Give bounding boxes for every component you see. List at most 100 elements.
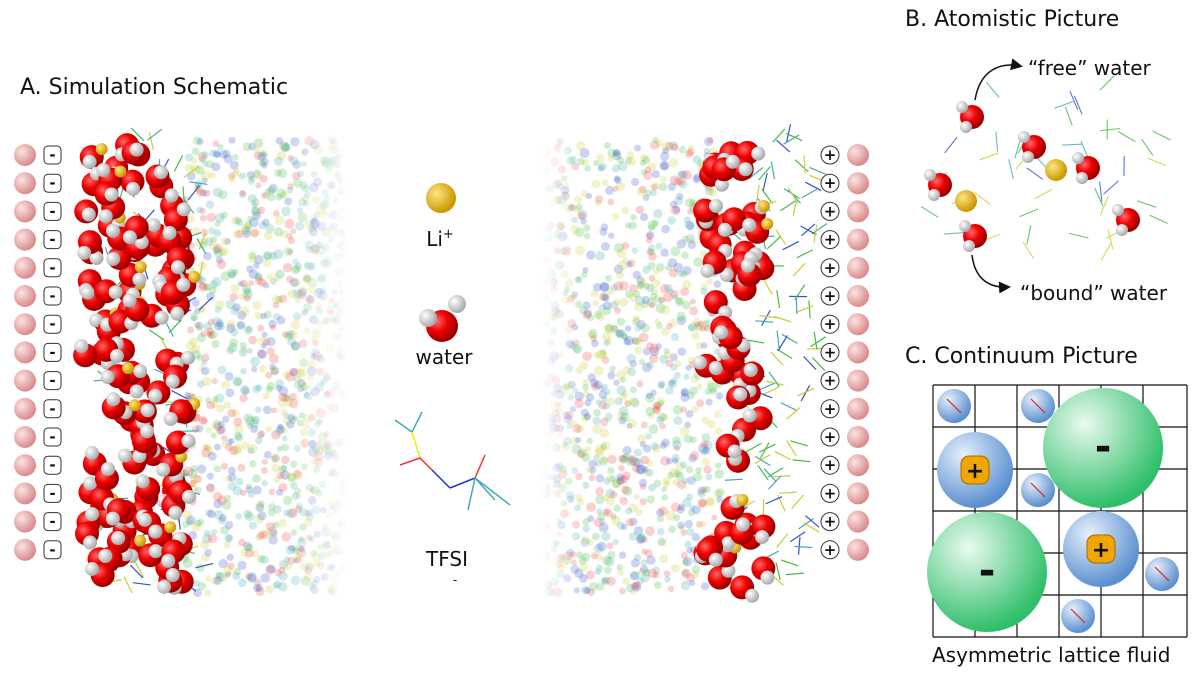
bulk-atom [269, 364, 275, 370]
tfsi-stick [758, 383, 775, 390]
anion-sign: - [979, 548, 996, 594]
bulk-atom [258, 206, 266, 214]
bulk-atom [626, 354, 636, 364]
bulk-atom [705, 399, 712, 406]
electrode-sign: - [49, 231, 55, 249]
bulk-atom [634, 324, 641, 331]
bulk-atom [661, 494, 668, 501]
bulk-atom [275, 193, 282, 200]
tfsi-stick [758, 465, 768, 480]
bulk-atom [673, 263, 683, 273]
bulk-atom [629, 284, 637, 292]
bulk-atom [202, 377, 212, 387]
bulk-atom [659, 506, 668, 515]
bulk-atom [659, 182, 668, 191]
hydrogen [1076, 172, 1088, 184]
tfsi-stick [786, 573, 804, 575]
bulk-atom [204, 530, 211, 537]
bulk-atom [617, 385, 627, 395]
tfsi-stick [795, 160, 808, 172]
tfsi-stick [771, 352, 783, 365]
bulk-atom [623, 446, 632, 455]
bulk-atom [594, 366, 604, 376]
bulk-atom [208, 452, 217, 461]
bulk-atom [205, 427, 212, 434]
electrode-atom [14, 539, 36, 561]
electrode-atom [14, 426, 36, 448]
bulk-atom [204, 590, 211, 597]
bulk-atom [237, 464, 245, 472]
bulk-atom [592, 180, 601, 189]
bulk-atom [247, 348, 253, 354]
bulk-atom [212, 162, 221, 171]
bulk-atom [696, 342, 703, 349]
bulk-atom [191, 522, 201, 532]
bulk-atom [248, 491, 255, 498]
bulk-atom [242, 388, 249, 395]
hydrogen [182, 434, 196, 448]
bulk-atom [270, 325, 276, 331]
bulk-atom [187, 326, 194, 333]
electrode-atom [847, 370, 869, 392]
electrode-sign: + [824, 315, 837, 333]
bulk-atom [596, 474, 605, 483]
tfsi-stick [777, 290, 780, 308]
tfsi-stick [1150, 215, 1168, 223]
hydrogen [130, 143, 144, 157]
tfsi-stick [768, 476, 780, 489]
tfsi-stick [165, 321, 173, 337]
hydrogen [148, 525, 162, 539]
tfsi-stick [801, 224, 814, 236]
bulk-atom [269, 489, 275, 495]
bulk-atom [584, 233, 590, 239]
bulk-atom [636, 535, 645, 544]
bulk-atom [233, 444, 243, 454]
electrode-atom [847, 285, 869, 307]
bulk-atom [225, 521, 233, 529]
bulk-atom [671, 502, 680, 511]
bulk-atom [592, 417, 600, 425]
bulk-atom [602, 179, 609, 186]
bulk-atom [240, 368, 247, 375]
bulk-atom [633, 315, 640, 322]
bulk-atom [634, 526, 644, 536]
bulk-atom [580, 538, 589, 547]
bulk-atom [594, 380, 603, 389]
tfsi-stick [777, 331, 779, 349]
bulk-atom [212, 396, 218, 402]
electrode-atom [847, 398, 869, 420]
hydrogen [1022, 151, 1034, 163]
bulk-atom [247, 447, 254, 454]
hydrogen [77, 246, 91, 260]
bulk-atom [641, 422, 648, 429]
electrode-atom [847, 229, 869, 251]
bulk-atom [597, 542, 607, 552]
panel-a-title: A. Simulation Schematic [20, 75, 288, 100]
panel-b-title: B. Atomistic Picture [905, 7, 1119, 32]
tfsi-stick [1101, 243, 1111, 260]
bulk-atom [716, 392, 723, 399]
bulk-atom [211, 340, 219, 348]
tfsi-stick [805, 182, 821, 190]
electrode-sign: + [824, 513, 837, 531]
bulk-atom [192, 299, 200, 307]
electrode-sign: - [49, 343, 55, 361]
bulk-atom [248, 336, 257, 345]
hydrogen [101, 370, 115, 384]
bulk-atom [239, 190, 245, 196]
bulk-atom [619, 588, 626, 595]
hydrogen [98, 549, 112, 563]
electrode-sign: + [824, 231, 837, 249]
electrode-atom [14, 257, 36, 279]
bulk-atom [267, 382, 276, 391]
hydrogen [110, 349, 124, 363]
bulk-atom [670, 353, 678, 361]
electrode-atom [14, 285, 36, 307]
electrode-atom [847, 426, 869, 448]
electrode-atom [14, 144, 36, 166]
bulk-atom [596, 154, 604, 162]
hydrogen [147, 218, 161, 232]
bulk-atom [198, 582, 206, 590]
bulk-atom [653, 480, 661, 488]
bulk-atom [584, 414, 590, 420]
